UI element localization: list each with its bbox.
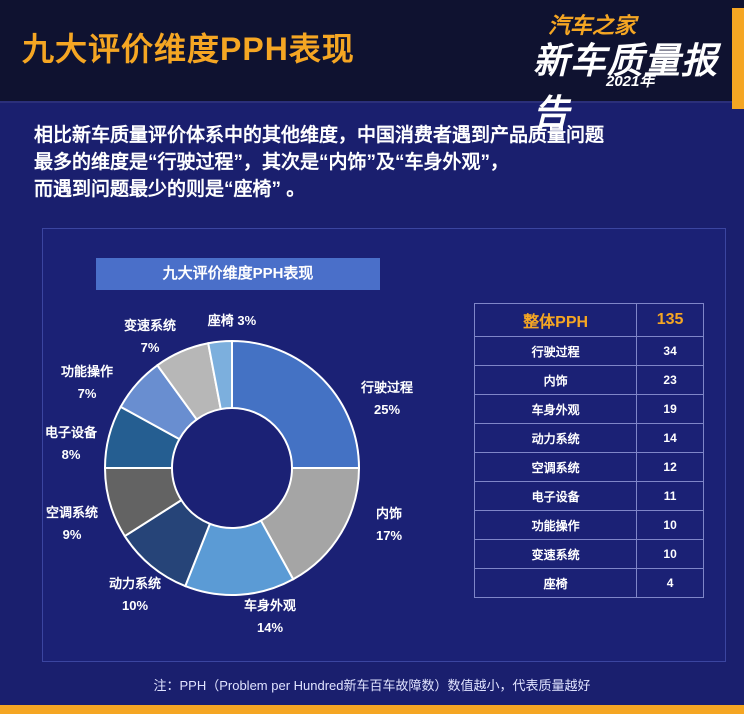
intro-line-1: 相比新车质量评价体系中的其他维度，中国消费者遇到产品质量问题 xyxy=(34,125,605,146)
slice-value-label: 8% xyxy=(62,447,81,462)
table-row-value: 12 xyxy=(636,452,704,482)
table-row: 动力系统 14 xyxy=(473,423,704,453)
table-row-label: 电子设备 xyxy=(473,481,638,511)
brand-year-text: 2021年 xyxy=(606,73,655,90)
slice-category-label: 车身外观 xyxy=(244,598,296,613)
slice-value-label: 10% xyxy=(122,598,148,613)
slice-category-label: 行驶过程 xyxy=(360,380,413,395)
table-row-label: 车身外观 xyxy=(473,394,638,424)
slice-value-label: 7% xyxy=(141,340,160,355)
table-row-value: 10 xyxy=(636,539,704,569)
slice-category-label: 功能操作 xyxy=(61,364,113,379)
page-title: 九大评价维度PPH表现 xyxy=(22,31,355,67)
slice-category-label: 空调系统 xyxy=(46,505,98,520)
footnote: 注：PPH（Problem per Hundred新车百车故障数）数值越小，代表… xyxy=(153,678,591,693)
brand-logo: 汽车之家 新车质量报告 2021年 xyxy=(528,8,744,133)
slice-value-label: 25% xyxy=(374,402,400,417)
slice-category-label: 电子设备 xyxy=(45,425,98,440)
slice-category-label: 动力系统 xyxy=(109,576,161,591)
table-row: 空调系统 12 xyxy=(473,452,704,482)
intro-line-2: 最多的维度是“行驶过程”，其次是“内饰”及“车身外观”， xyxy=(34,152,510,173)
table-row-value: 34 xyxy=(636,336,704,366)
header-bar: 九大评价维度PPH表现 汽车之家 新车质量报告 2021年 xyxy=(0,0,744,133)
brand-main-text: 新车质量报告 xyxy=(533,40,719,133)
slice-category-label: 变速系统 xyxy=(124,318,176,333)
slice-value-label: 17% xyxy=(376,528,402,543)
donut-slice xyxy=(231,339,361,469)
slice-value-label: 14% xyxy=(257,620,283,635)
slice-value-label: 9% xyxy=(63,527,82,542)
slice-value-label: 7% xyxy=(78,386,97,401)
table-row: 座椅 4 xyxy=(473,568,704,598)
table-row-value: 4 xyxy=(636,568,704,598)
table-row-label: 行驶过程 xyxy=(473,336,638,366)
table-row-value: 14 xyxy=(636,423,704,453)
brand-accent-bar xyxy=(732,8,744,109)
table-row-value: 11 xyxy=(636,481,704,511)
slice-label: 座椅 3% xyxy=(207,313,257,328)
intro-line-3: 而遇到问题最少的则是“座椅” 。 xyxy=(34,179,306,200)
table-row: 内饰 23 xyxy=(473,365,704,395)
table-row: 电子设备 11 xyxy=(473,481,704,511)
table-row-label: 内饰 xyxy=(473,365,638,395)
pph-table: 整体PPH 135 行驶过程 34 内饰 23 车身外观 19 动力系统 14 空调系统 12 电子… xyxy=(473,303,704,598)
table-row-value: 19 xyxy=(636,394,704,424)
table-row-value: 23 xyxy=(636,365,704,395)
slice-category-label: 内饰 xyxy=(376,506,402,521)
table-row-label: 变速系统 xyxy=(473,539,638,569)
chart-title: 九大评价维度PPH表现 xyxy=(96,258,380,290)
table-row: 行驶过程 34 xyxy=(473,336,704,366)
brand-sub-text: 汽车之家 xyxy=(548,13,637,38)
footer-accent-strip xyxy=(0,705,744,714)
table-header-label: 整体PPH xyxy=(473,303,638,337)
table-row-label: 座椅 xyxy=(473,568,638,598)
table-row-label: 功能操作 xyxy=(473,510,638,540)
intro-text: 相比新车质量评价体系中的其他维度，中国消费者遇到产品质量问题 最多的维度是“行驶… xyxy=(34,122,714,203)
donut-slice xyxy=(207,339,233,411)
table-row: 功能操作 10 xyxy=(473,510,704,540)
table-row: 车身外观 19 xyxy=(473,394,704,424)
table-row-label: 动力系统 xyxy=(473,423,638,453)
donut-slice xyxy=(259,467,361,581)
table-header-row: 整体PPH 135 xyxy=(473,303,704,337)
table-row-value: 10 xyxy=(636,510,704,540)
table-row-label: 空调系统 xyxy=(473,452,638,482)
table-row: 变速系统 10 xyxy=(473,539,704,569)
table-header-value: 135 xyxy=(636,303,704,337)
